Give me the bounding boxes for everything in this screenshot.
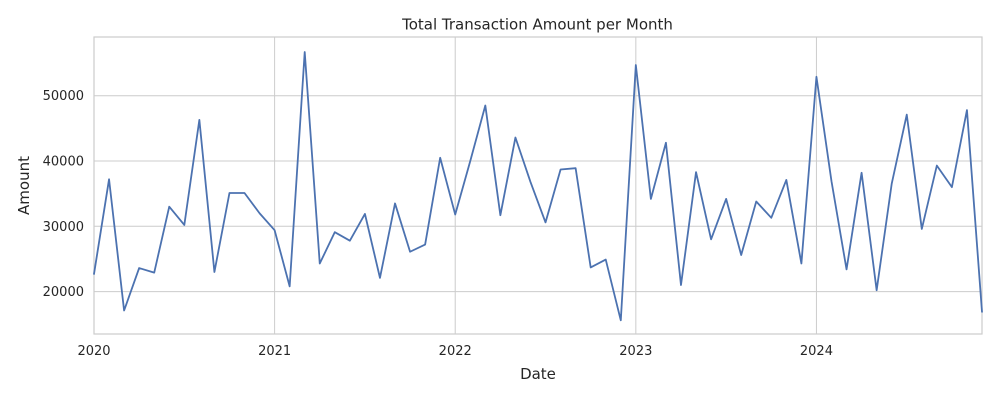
series-line (93, 51, 983, 322)
y-tick-label: 30000 (43, 220, 84, 235)
y-tick-labels: 20000 30000 40000 50000 (43, 89, 84, 300)
x-tick-label: 2023 (619, 344, 652, 359)
plot-frame (93, 36, 983, 335)
x-tick-labels: 2020 2021 2022 2023 2024 (77, 344, 833, 359)
y-tick-label: 40000 (43, 155, 84, 170)
y-gridlines (94, 95, 982, 293)
x-tick-label: 2024 (800, 344, 833, 359)
y-tick-label: 50000 (43, 89, 84, 104)
chart-title: Total Transaction Amount per Month (401, 16, 673, 34)
data-points (93, 51, 983, 321)
y-axis-label: Amount (15, 156, 33, 215)
x-axis-label: Date (520, 365, 556, 383)
x-tick-label: 2021 (258, 344, 291, 359)
y-tick-label: 20000 (43, 285, 84, 300)
x-gridlines (93, 37, 817, 334)
x-tick-label: 2022 (439, 344, 472, 359)
x-tick-label: 2020 (77, 344, 110, 359)
